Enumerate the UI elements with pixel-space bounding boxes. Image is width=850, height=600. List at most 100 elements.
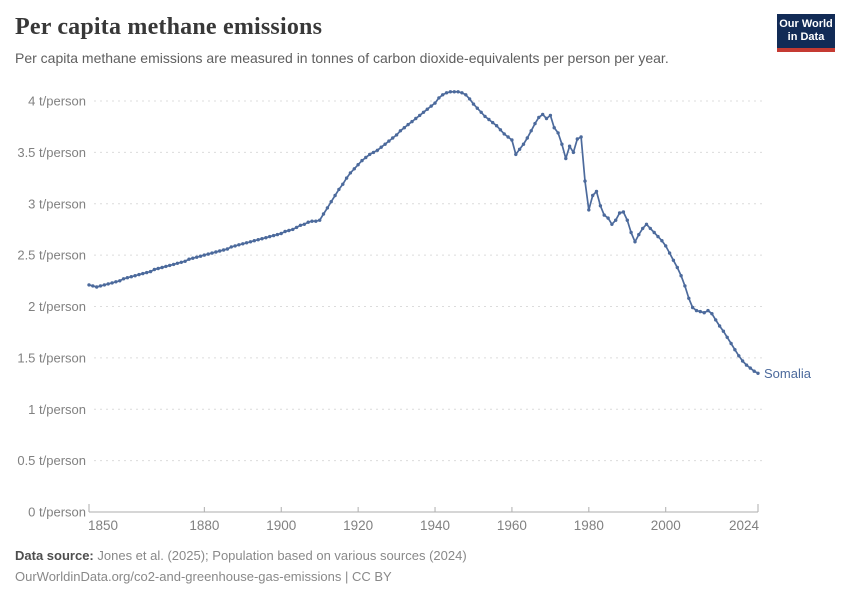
data-point[interactable] [106, 282, 110, 286]
data-point[interactable] [279, 231, 283, 236]
data-point[interactable] [679, 274, 683, 278]
data-point[interactable] [379, 145, 383, 149]
data-point[interactable] [637, 232, 641, 237]
data-point[interactable] [306, 220, 310, 224]
data-point[interactable] [233, 244, 237, 248]
data-point[interactable] [660, 239, 664, 243]
data-point[interactable] [268, 234, 272, 239]
data-point[interactable] [475, 106, 479, 110]
data-point[interactable] [652, 230, 656, 235]
data-point[interactable] [291, 227, 295, 232]
data-point[interactable] [606, 216, 610, 220]
data-point[interactable] [241, 242, 245, 246]
data-point[interactable] [529, 129, 533, 133]
data-point[interactable] [548, 113, 553, 118]
data-point[interactable] [556, 131, 560, 135]
data-point[interactable] [510, 138, 514, 142]
data-point[interactable] [341, 182, 345, 186]
data-point[interactable] [483, 114, 487, 119]
data-point[interactable] [444, 91, 449, 95]
data-point[interactable] [756, 371, 760, 375]
data-point[interactable] [218, 249, 222, 253]
data-point[interactable] [421, 110, 426, 114]
data-point[interactable] [91, 284, 95, 288]
data-point[interactable] [148, 269, 153, 274]
data-point[interactable] [583, 179, 587, 183]
data-point[interactable] [594, 189, 599, 194]
data-point[interactable] [195, 255, 199, 259]
data-point[interactable] [575, 137, 579, 141]
data-point[interactable] [514, 152, 518, 157]
data-point[interactable] [617, 211, 622, 215]
data-point[interactable] [387, 139, 391, 143]
data-point[interactable] [494, 124, 499, 128]
data-point[interactable] [210, 251, 214, 255]
data-point[interactable] [314, 219, 318, 223]
data-point[interactable] [348, 171, 353, 175]
data-point[interactable] [294, 225, 299, 230]
data-point[interactable] [464, 93, 468, 97]
data-point[interactable] [694, 308, 699, 313]
data-point[interactable] [625, 218, 629, 222]
data-point[interactable] [433, 101, 437, 105]
data-point[interactable] [487, 117, 491, 122]
data-point[interactable] [244, 241, 249, 245]
data-point[interactable] [98, 284, 103, 288]
data-point[interactable] [398, 129, 403, 133]
data-point[interactable] [733, 348, 737, 352]
data-point[interactable] [202, 253, 206, 257]
data-point[interactable] [225, 247, 230, 251]
data-point[interactable] [525, 136, 529, 140]
data-point[interactable] [145, 270, 149, 275]
data-point[interactable] [206, 252, 210, 256]
data-point[interactable] [506, 135, 510, 139]
data-point[interactable] [591, 193, 595, 198]
data-point[interactable] [648, 226, 652, 231]
data-point[interactable] [598, 204, 603, 208]
data-point[interactable] [687, 296, 691, 300]
data-point[interactable] [541, 112, 545, 117]
data-point[interactable] [644, 222, 649, 226]
data-point[interactable] [356, 163, 360, 167]
data-point[interactable] [706, 308, 710, 313]
data-point[interactable] [87, 283, 91, 287]
data-point[interactable] [318, 218, 322, 222]
data-point[interactable] [498, 128, 503, 132]
data-point[interactable] [533, 121, 537, 126]
data-point[interactable] [721, 329, 726, 333]
data-point[interactable] [325, 206, 330, 210]
data-point[interactable] [129, 275, 133, 279]
data-point[interactable] [283, 229, 287, 234]
data-point[interactable] [460, 91, 464, 95]
data-point[interactable] [394, 133, 399, 137]
data-point[interactable] [402, 126, 406, 130]
data-point[interactable] [414, 116, 418, 121]
data-point[interactable] [664, 244, 668, 248]
data-point[interactable] [729, 341, 733, 346]
data-point[interactable] [179, 260, 183, 264]
data-point[interactable] [737, 354, 741, 358]
data-point[interactable] [160, 265, 164, 270]
data-point[interactable] [321, 212, 326, 216]
data-point[interactable] [152, 267, 157, 272]
data-point[interactable] [714, 318, 718, 322]
data-point[interactable] [406, 122, 410, 127]
data-point[interactable] [633, 240, 637, 244]
data-point[interactable] [552, 126, 556, 130]
data-point[interactable] [675, 265, 679, 270]
data-point[interactable] [371, 150, 376, 155]
data-point[interactable] [121, 277, 126, 281]
data-point[interactable] [448, 90, 453, 94]
data-point[interactable] [364, 155, 368, 160]
data-point[interactable] [629, 230, 633, 235]
data-point[interactable] [456, 90, 460, 94]
data-point[interactable] [391, 136, 395, 140]
data-point[interactable] [344, 176, 349, 180]
data-point[interactable] [368, 152, 372, 157]
data-point[interactable] [544, 116, 549, 121]
data-point[interactable] [95, 285, 99, 289]
data-point[interactable] [187, 257, 191, 261]
data-point[interactable] [275, 232, 280, 237]
data-point[interactable] [256, 238, 260, 242]
data-point[interactable] [337, 187, 341, 192]
